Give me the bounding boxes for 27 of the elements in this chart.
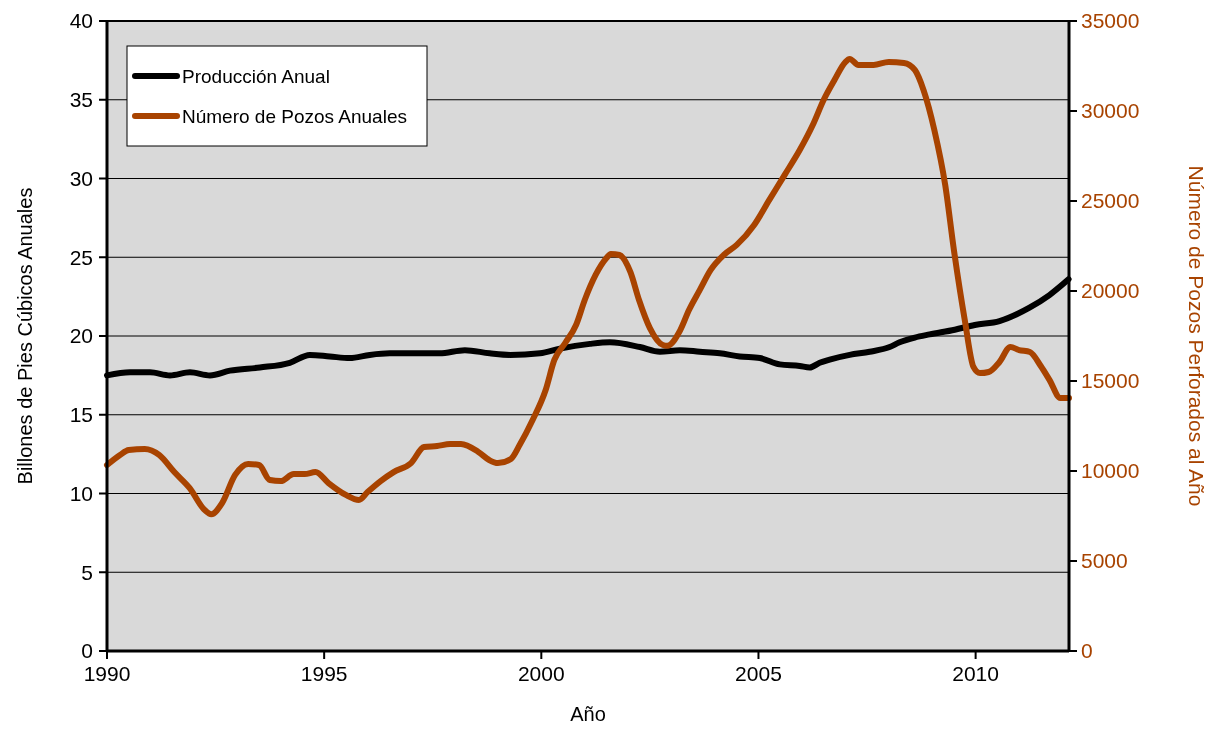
- y-tick-label: 40: [69, 9, 93, 33]
- y2-axis-title: Número de Pozos Perforados al Año: [1185, 165, 1208, 507]
- y2-tick-label: 10000: [1081, 459, 1140, 483]
- x-tick-label: 2010: [952, 662, 999, 685]
- y-tick-label: 20: [69, 324, 93, 348]
- legend-label: Número de Pozos Anuales: [182, 105, 407, 127]
- y-tick-label: 10: [69, 481, 93, 505]
- y2-tick-label: 35000: [1081, 9, 1140, 33]
- y-tick-label: 30: [69, 166, 93, 190]
- x-axis-title: Año: [570, 703, 606, 725]
- y2-tick-label: 0: [1081, 639, 1093, 663]
- y2-tick-label: 15000: [1081, 369, 1140, 393]
- x-tick-label: 1995: [300, 662, 348, 685]
- x-tick-label: 2005: [735, 662, 782, 685]
- y2-tick-label: 30000: [1081, 99, 1140, 123]
- y-tick-label: 15: [69, 403, 93, 427]
- y-tick-label: 35: [69, 88, 93, 112]
- y2-tick-label: 25000: [1081, 189, 1140, 213]
- y-tick-label: 5: [81, 560, 93, 584]
- y-tick-label: 0: [81, 639, 93, 663]
- x-tick-label: 2000: [517, 662, 565, 685]
- y2-tick-label: 20000: [1081, 279, 1140, 303]
- y2-tick-label: 5000: [1081, 549, 1128, 573]
- legend-label: Producción Anual: [182, 65, 330, 87]
- y-axis-title: Billones de Pies Cúbicos Anuales: [14, 187, 36, 485]
- x-tick-label: 1990: [83, 662, 131, 685]
- y-tick-label: 25: [69, 245, 93, 269]
